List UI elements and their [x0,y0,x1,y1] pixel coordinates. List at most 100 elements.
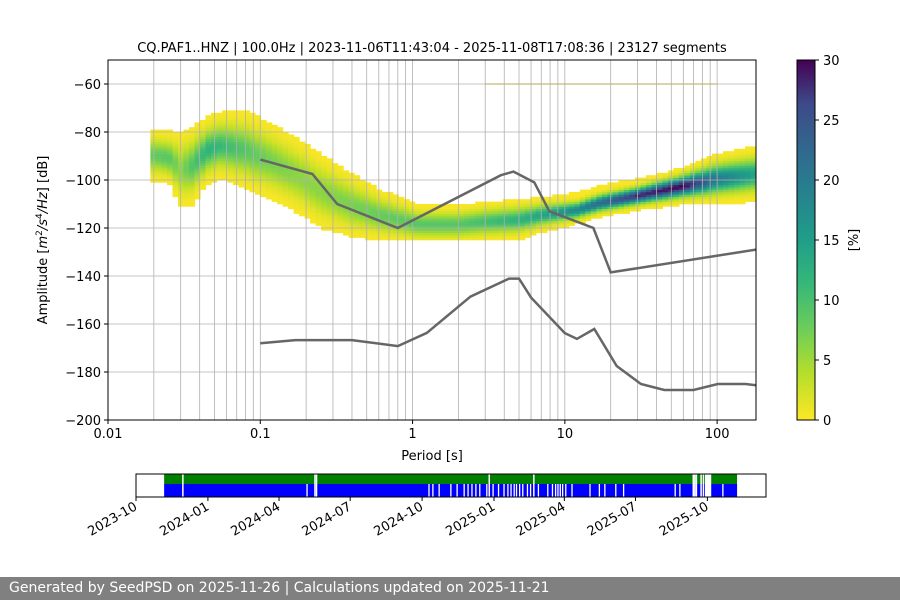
coverage-gap [533,474,535,497]
pdf-cell [249,127,256,130]
pdf-cell [321,211,328,214]
pdf-cell [304,172,311,176]
pdf-cell [321,206,328,210]
pdf-cell [552,223,559,226]
pdf-cell [673,187,680,190]
pdf-cell [700,199,707,202]
pdf-cell [233,144,240,147]
pdf-cell [678,196,685,200]
pdf-cell [585,192,592,195]
pdf-cell [414,235,421,238]
pdf-cell [464,237,471,241]
pdf-cell [662,187,669,190]
pdf-cell [370,223,377,226]
pdf-cell [271,127,278,130]
pdf-cell [425,223,432,226]
pdf-cell [392,228,399,231]
pdf-cell [431,220,438,224]
pdf-cell [161,141,168,145]
pdf-cell [337,201,344,205]
pdf-cell [585,218,592,222]
pdf-cell [717,156,724,159]
pdf-cell [266,194,273,198]
pdf-cell [332,213,339,217]
pdf-cell [541,218,548,222]
pdf-cell [376,216,383,219]
pdf-cell [205,141,212,145]
pdf-cell [596,189,603,193]
pdf-cell [700,180,707,183]
pdf-cell [244,158,251,162]
pdf-cell [249,139,256,142]
pdf-cell [315,189,322,193]
pdf-cell [222,172,229,176]
pdf-cell [508,211,515,214]
pdf-cell [233,122,240,126]
pdf-cell [332,216,339,219]
pdf-cell [717,196,724,200]
pdf-cell [172,192,179,195]
pdf-cell [227,151,234,154]
pdf-cell [354,175,361,178]
pdf-cell [623,182,630,186]
pdf-cell [739,172,746,176]
pdf-cell [524,220,531,224]
pdf-cell [420,237,427,241]
pdf-cell [200,139,207,142]
pdf-cell [420,220,427,224]
pdf-cell [321,172,328,176]
pdf-cell [706,156,713,159]
pdf-cell [332,194,339,198]
pdf-cell [563,194,570,198]
pdf-cell [734,180,741,183]
pdf-cell [255,136,262,140]
pdf-cell [568,213,575,217]
pdf-cell [260,187,267,190]
pdf-cell [255,146,262,150]
pdf-cell [288,134,295,138]
pdf-cell [288,184,295,188]
pdf-cell [337,208,344,212]
pdf-cell [475,228,482,231]
pdf-cell [381,225,388,229]
pdf-cell [651,189,658,193]
pdf-cell [365,192,372,195]
pdf-cell [574,206,581,210]
pdf-cell [656,192,663,195]
pdf-cell [183,165,190,169]
pdf-cell [656,182,663,186]
pdf-cell [343,184,350,188]
pdf-cell [293,180,300,183]
pdf-cell [277,175,284,178]
pdf-cell [541,216,548,219]
pdf-cell [315,165,322,169]
pdf-cell [249,124,256,128]
pdf-cell [293,175,300,178]
pdf-cell [750,189,756,193]
pdf-cell [678,192,685,195]
pdf-cell [420,235,427,238]
pdf-cell [249,117,256,121]
pdf-cell [530,201,537,205]
pdf-cell [508,204,515,207]
pdf-cell [392,237,399,241]
pdf-cell [271,194,278,198]
pdf-cell [645,206,652,210]
pdf-cell [365,199,372,202]
pdf-cell [293,165,300,169]
pdf-cell [458,225,465,229]
pdf-cell [618,204,625,207]
pdf-cell [431,204,438,207]
pdf-cell [365,237,372,241]
pdf-cell [255,151,262,154]
pdf-cell [596,201,603,205]
pdf-cell [712,196,719,200]
pdf-cell [161,177,168,181]
pdf-cell [392,206,399,210]
pdf-cell [403,228,410,231]
pdf-cell [651,180,658,183]
pdf-cell [734,151,741,154]
pdf-cell [167,168,174,171]
pdf-cell [557,208,564,212]
pdf-cell [205,163,212,166]
